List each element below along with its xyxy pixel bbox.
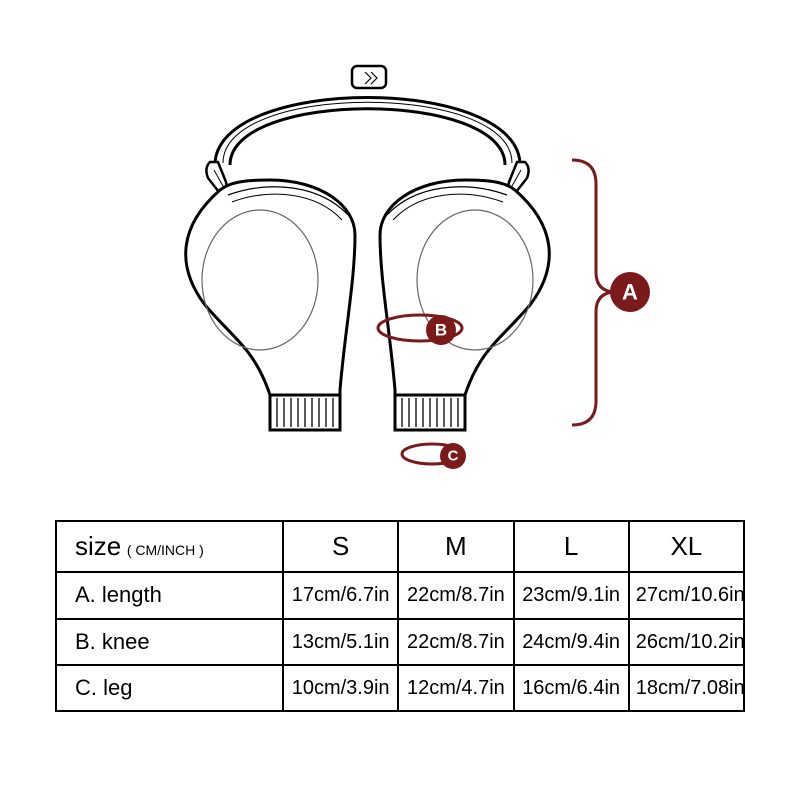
cell: 12cm/4.7in: [398, 665, 513, 711]
cell: 27cm/10.6in: [629, 572, 744, 618]
table-row: A. length 17cm/6.7in 22cm/8.7in 23cm/9.1…: [56, 572, 744, 618]
size-label: size: [75, 531, 121, 561]
table-row: B. knee 13cm/5.1in 22cm/8.7in 24cm/9.4in…: [56, 619, 744, 665]
cell: 17cm/6.7in: [283, 572, 398, 618]
buckle: [352, 66, 386, 88]
size-table-container: size ( CM/INCH ) S M L XL A. length 17cm…: [55, 520, 745, 712]
sleeve-right: [380, 180, 549, 430]
marker-C: C: [440, 443, 466, 469]
cuff-right: [395, 395, 465, 430]
canvas: A B C size ( CM/INCH ) S M L XL: [0, 0, 800, 800]
marker-B: B: [426, 315, 456, 345]
col-XL: XL: [629, 521, 744, 572]
row-B-label: B. knee: [56, 619, 283, 665]
cell: 16cm/6.4in: [514, 665, 629, 711]
header-size: size ( CM/INCH ): [56, 521, 283, 572]
marker-C-label: C: [448, 448, 459, 465]
strap-inner: [230, 109, 505, 165]
col-S: S: [283, 521, 398, 572]
size-unit: ( CM/INCH ): [127, 542, 204, 558]
sleeve-left: [186, 180, 355, 430]
strap-seam: [223, 102, 512, 163]
marker-B-label: B: [435, 321, 447, 340]
row-A-label: A. length: [56, 572, 283, 618]
cell: 13cm/5.1in: [283, 619, 398, 665]
table-row: C. leg 10cm/3.9in 12cm/4.7in 16cm/6.4in …: [56, 665, 744, 711]
cell: 26cm/10.2in: [629, 619, 744, 665]
col-M: M: [398, 521, 513, 572]
product-diagram: A B C: [120, 30, 680, 500]
marker-A-label: A: [622, 280, 638, 305]
table-header-row: size ( CM/INCH ) S M L XL: [56, 521, 744, 572]
bracket-A: [572, 160, 616, 425]
size-table: size ( CM/INCH ) S M L XL A. length 17cm…: [55, 520, 745, 712]
cuff-left: [270, 395, 340, 430]
cell: 22cm/8.7in: [398, 619, 513, 665]
col-L: L: [514, 521, 629, 572]
row-C-label: C. leg: [56, 665, 283, 711]
cell: 24cm/9.4in: [514, 619, 629, 665]
cell: 10cm/3.9in: [283, 665, 398, 711]
cell: 18cm/7.08in: [629, 665, 744, 711]
cell: 22cm/8.7in: [398, 572, 513, 618]
marker-A: A: [610, 272, 650, 312]
cell: 23cm/9.1in: [514, 572, 629, 618]
